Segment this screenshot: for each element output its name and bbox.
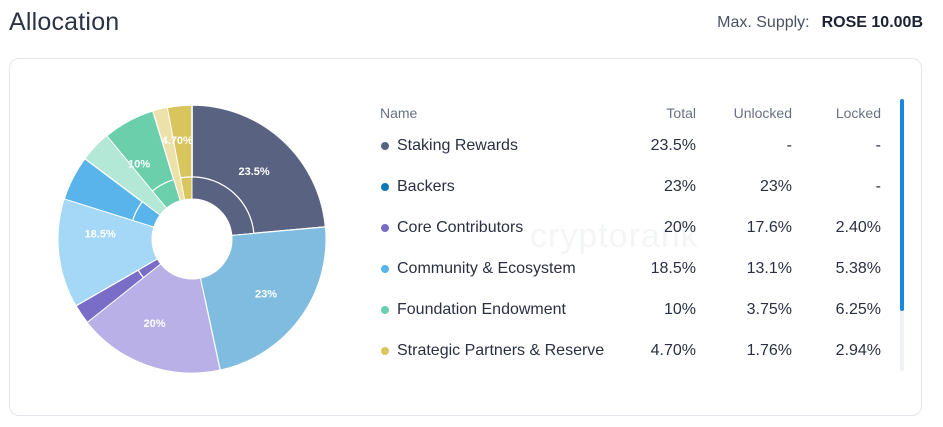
legend-dot-icon <box>381 305 389 314</box>
row-name-label: Strategic Partners & Reserve <box>397 341 605 359</box>
table-row[interactable]: Foundation Endowment 10% 3.75% 6.25% <box>380 289 886 330</box>
row-name-label: Backers <box>397 177 455 195</box>
row-total: 23.5% <box>650 136 696 154</box>
allocation-donut-chart: 23.5% 23% 20% 18.5% 10% 4.70% <box>56 103 328 375</box>
row-unlocked: 3.75% <box>746 300 792 318</box>
legend-dot-icon <box>381 346 389 355</box>
slice-data-label: 18.5% <box>85 228 116 240</box>
table-body: Staking Rewards 23.5% - - Backers 23% 23% - Core… <box>380 125 886 371</box>
max-supply-label: Max. Supply: <box>717 14 810 31</box>
row-locked: 2.94% <box>835 341 881 359</box>
row-locked: - <box>875 136 881 154</box>
column-header-total[interactable]: Total <box>666 105 696 121</box>
scrollbar-track[interactable] <box>900 99 904 371</box>
legend-dot-icon <box>381 141 389 150</box>
row-locked: 6.25% <box>835 300 881 318</box>
legend-dot-icon <box>381 223 389 232</box>
row-total: 10% <box>663 300 696 318</box>
donut-svg: 23.5% 23% 20% 18.5% 10% 4.70% <box>57 104 327 374</box>
row-name-label: Staking Rewards <box>397 136 518 154</box>
table-header: Name Total Unlocked Locked <box>380 101 886 125</box>
column-header-unlocked[interactable]: Unlocked <box>733 105 792 121</box>
allocation-table: Name Total Unlocked Locked Staking Rewar… <box>380 101 886 371</box>
slice-data-label: 4.70% <box>162 135 193 147</box>
row-name-label: Core Contributors <box>397 218 524 236</box>
table-row[interactable]: Backers 23% 23% - <box>380 166 886 207</box>
max-supply: Max. Supply: ROSE 10.00B <box>717 14 923 32</box>
legend-dot-icon <box>381 182 389 191</box>
row-locked: 2.40% <box>835 218 881 236</box>
row-locked: - <box>875 177 881 195</box>
row-unlocked: 13.1% <box>746 259 792 277</box>
row-name: Strategic Partners & Reserve <box>380 342 638 360</box>
row-total: 18.5% <box>650 259 696 277</box>
donut-hole <box>152 199 232 279</box>
slice-data-label: 20% <box>144 318 166 330</box>
table-row[interactable]: Staking Rewards 23.5% - - <box>380 125 886 166</box>
row-name: Staking Rewards <box>380 137 638 155</box>
max-supply-value: ROSE 10.00B <box>821 14 923 31</box>
table-row[interactable]: Core Contributors 20% 17.6% 2.40% <box>380 207 886 248</box>
row-unlocked: 1.76% <box>746 341 792 359</box>
scrollbar-thumb[interactable] <box>900 99 904 311</box>
allocation-card: cryptorank 23.5% 23% 20% 18.5% 10% 4.70% Name… <box>9 58 922 416</box>
column-header-name[interactable]: Name <box>380 105 418 121</box>
slice-data-label: 23.5% <box>238 166 269 178</box>
legend-dot-icon <box>381 264 389 273</box>
table-row[interactable]: Strategic Partners & Reserve 4.70% 1.76% 2.… <box>380 330 886 371</box>
row-name: Core Contributors <box>380 219 638 237</box>
row-name-label: Foundation Endowment <box>397 300 566 318</box>
row-locked: 5.38% <box>835 259 881 277</box>
page-title: Allocation <box>9 8 120 36</box>
row-total: 20% <box>663 218 696 236</box>
slice-data-label: 10% <box>128 159 150 171</box>
row-name: Foundation Endowment <box>380 301 638 319</box>
column-header-locked[interactable]: Locked <box>835 105 881 121</box>
row-unlocked: - <box>786 136 792 154</box>
row-name-label: Community & Ecosystem <box>397 259 576 277</box>
row-name: Backers <box>380 178 638 196</box>
slice-data-label: 23% <box>255 289 277 301</box>
row-total: 4.70% <box>650 341 696 359</box>
table-row[interactable]: Community & Ecosystem 18.5% 13.1% 5.38% <box>380 248 886 289</box>
row-unlocked: 23% <box>759 177 792 195</box>
row-total: 23% <box>663 177 696 195</box>
row-name: Community & Ecosystem <box>380 260 638 278</box>
row-unlocked: 17.6% <box>746 218 792 236</box>
